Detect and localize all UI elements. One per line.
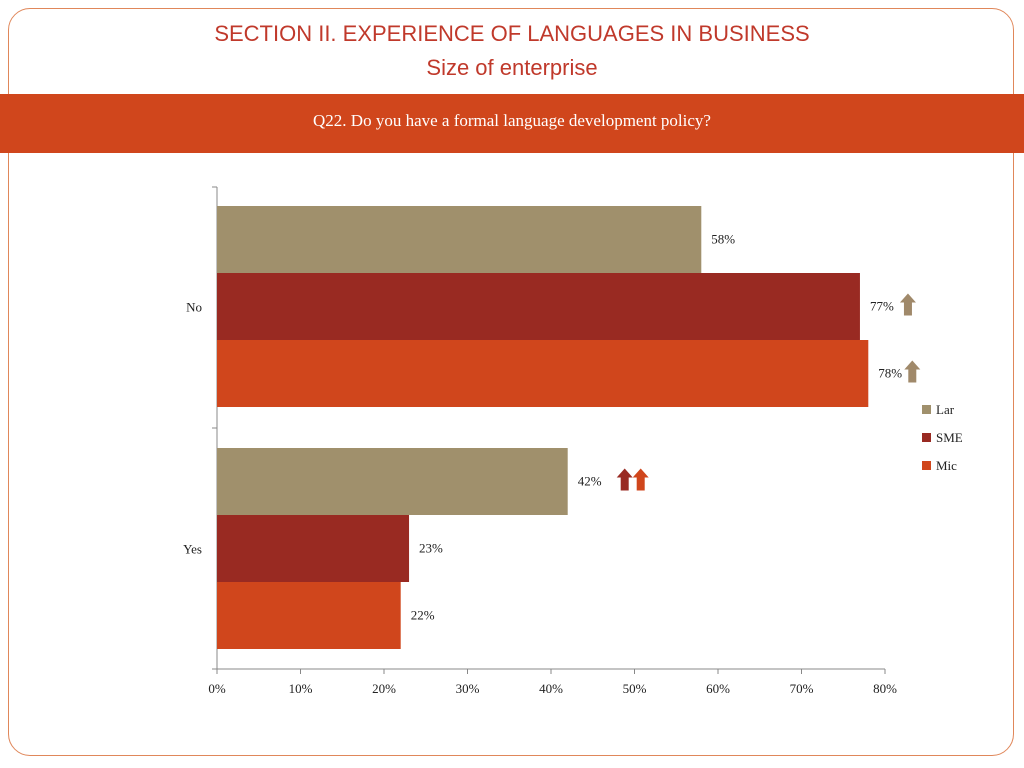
x-tick-label: 60%: [706, 681, 730, 696]
data-label: 58%: [711, 232, 735, 247]
x-tick-label: 70%: [790, 681, 814, 696]
x-tick-label: 40%: [539, 681, 563, 696]
data-label: 22%: [411, 608, 435, 623]
bar: [217, 340, 869, 407]
up-arrow-icon: [904, 360, 921, 383]
x-tick-label: 80%: [873, 681, 897, 696]
bar: [217, 515, 410, 582]
bar: [217, 448, 568, 515]
legend-swatch: [922, 433, 931, 442]
legend-label: Mic: [936, 458, 957, 473]
slide-subtitle: Size of enterprise: [426, 55, 598, 80]
legend-swatch: [922, 405, 931, 414]
legend-swatch: [922, 461, 931, 470]
bar: [217, 582, 401, 649]
data-label: 42%: [578, 474, 602, 489]
slide-title: SECTION II. EXPERIENCE OF LANGUAGES IN B…: [214, 21, 810, 46]
legend-label: SME: [936, 430, 963, 445]
up-arrow-icon: [632, 468, 649, 491]
question-band: [0, 94, 1024, 153]
data-label: 23%: [419, 541, 443, 556]
data-label: 77%: [870, 299, 894, 314]
category-label: No: [186, 300, 202, 315]
bar: [217, 206, 702, 273]
bar: [217, 273, 860, 340]
category-label: Yes: [183, 542, 202, 557]
up-arrow-icon: [616, 468, 633, 491]
data-label: 78%: [878, 366, 902, 381]
x-tick-label: 30%: [456, 681, 480, 696]
x-tick-label: 0%: [208, 681, 226, 696]
x-tick-label: 50%: [623, 681, 647, 696]
up-arrow-icon: [899, 293, 916, 316]
legend-label: Lar: [936, 402, 955, 417]
x-tick-label: 10%: [289, 681, 313, 696]
question-text: Q22. Do you have a formal language devel…: [313, 111, 711, 130]
slide-frame: [8, 8, 1014, 756]
x-tick-label: 20%: [372, 681, 396, 696]
